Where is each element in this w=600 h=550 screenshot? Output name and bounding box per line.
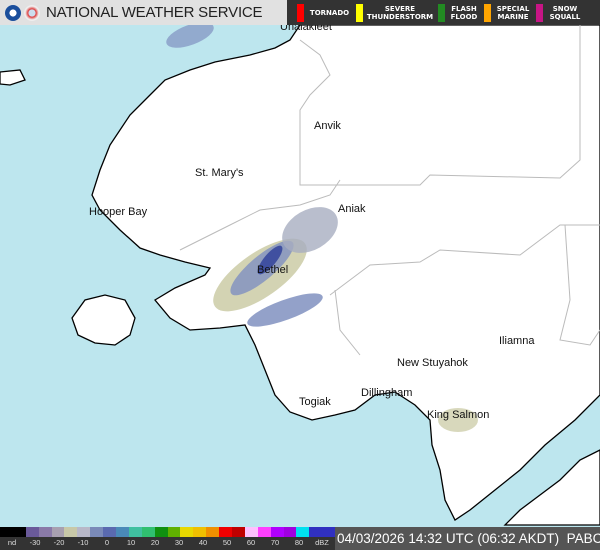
city-aniak: Aniak bbox=[338, 203, 366, 215]
header: NATIONAL WEATHER SERVICE TORNADO SEVERE … bbox=[0, 0, 600, 25]
tick: 70 bbox=[270, 538, 280, 547]
city-bethel: Bethel bbox=[257, 264, 289, 276]
city-new-stuyahok: New Stuyahok bbox=[397, 357, 468, 369]
tick: 0 bbox=[104, 538, 110, 547]
nws-logo bbox=[24, 4, 40, 21]
alaska-peninsula bbox=[503, 449, 600, 526]
tick: -20 bbox=[53, 538, 65, 547]
warning-snow-squall: SNOW SQUALL bbox=[536, 3, 584, 22]
dbz-legend: nd -30 -20 -10 0 10 20 30 40 50 60 70 80… bbox=[0, 527, 336, 550]
tick: 80 bbox=[294, 538, 304, 547]
page-title: NATIONAL WEATHER SERVICE bbox=[46, 4, 263, 21]
dbz-color-bar bbox=[0, 527, 336, 537]
city-iliamna: Iliamna bbox=[499, 335, 535, 347]
warning-flash-flood: FLASH FLOOD bbox=[438, 3, 480, 22]
city-st-marys: St. Mary's bbox=[195, 167, 244, 179]
borders bbox=[179, 25, 600, 356]
warning-legend: TORNADO SEVERE THUNDERSTORM FLASH FLOOD … bbox=[287, 0, 600, 25]
tick: dBZ bbox=[315, 538, 329, 547]
tick: nd bbox=[7, 538, 17, 547]
city-togiak: Togiak bbox=[299, 396, 331, 408]
tick: 30 bbox=[174, 538, 184, 547]
city-king-salmon: King Salmon bbox=[427, 409, 490, 421]
noaa-logo bbox=[5, 4, 21, 21]
nunivak-island bbox=[71, 294, 136, 346]
tick: 10 bbox=[126, 538, 136, 547]
station-id: PABC bbox=[566, 531, 600, 546]
timestamp: 04/03/2026 14:32 UTC (06:32 AKDT) bbox=[337, 531, 560, 546]
warning-severe-thunderstorm: SEVERE THUNDERSTORM bbox=[356, 3, 434, 22]
tick: -10 bbox=[77, 538, 89, 547]
tick: 50 bbox=[222, 538, 232, 547]
tick: 40 bbox=[198, 538, 208, 547]
mainland bbox=[91, 24, 600, 521]
warning-tornado: TORNADO bbox=[297, 3, 352, 22]
tick: -30 bbox=[29, 538, 41, 547]
radar-echoes bbox=[166, 22, 478, 432]
status-bar: 04/03/2026 14:32 UTC (06:32 AKDT) PABC bbox=[335, 527, 600, 550]
city-anvik: Anvik bbox=[314, 120, 341, 132]
warning-special-marine: SPECIAL MARINE bbox=[484, 3, 532, 22]
city-dillingham: Dillingham bbox=[361, 387, 413, 399]
tick: 60 bbox=[246, 538, 256, 547]
tick: 20 bbox=[150, 538, 160, 547]
city-hooper-bay: Hooper Bay bbox=[89, 206, 148, 218]
island bbox=[0, 69, 26, 86]
